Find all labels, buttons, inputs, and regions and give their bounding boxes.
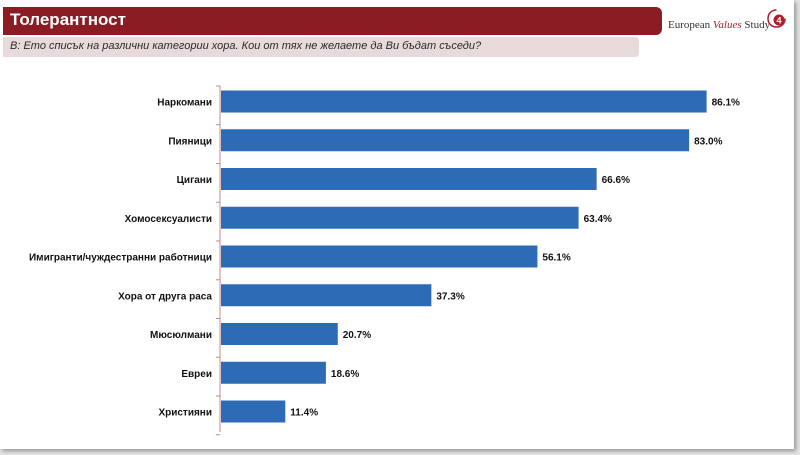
category-label: Имигранти/чуждестранни работници (29, 252, 212, 264)
brand-logo: European Values Study 4 (668, 9, 788, 35)
data-label: 86.1% (712, 98, 740, 109)
page-title: Толерантност (10, 10, 126, 29)
data-label: 56.1% (542, 253, 570, 264)
category-label: Пияници (168, 136, 212, 147)
question-text: В: Ето списък на различни категории хора… (10, 40, 482, 52)
brand-logo-number: 4 (776, 16, 781, 26)
bar (221, 206, 579, 229)
data-label: 37.3% (436, 291, 464, 302)
bar (221, 284, 432, 307)
data-label: 66.6% (602, 175, 630, 186)
category-label: Християни (158, 408, 212, 419)
bar (221, 245, 538, 268)
category-label: Хора от друга раса (118, 291, 212, 302)
category-label: Хомосексуалисти (125, 214, 212, 225)
data-label: 11.4% (290, 408, 318, 419)
brand-text: European Values Study (668, 19, 770, 31)
slide: Толерантност European Values Study 4 В: … (0, 0, 794, 449)
data-label: 20.7% (343, 330, 371, 341)
data-label: 83.0% (694, 136, 722, 147)
brand-prefix: European (668, 19, 713, 31)
category-label: Евреи (181, 369, 212, 380)
bar (221, 168, 597, 190)
data-label: 18.6% (331, 369, 359, 380)
bar (221, 323, 338, 345)
category-label: Цигани (177, 175, 212, 186)
data-label: 63.4% (584, 214, 612, 225)
category-label: Наркомани (157, 98, 212, 109)
bar (221, 400, 286, 423)
category-label: Мюсюлмани (150, 330, 212, 341)
bar (221, 361, 326, 384)
evs-emblem-icon: 4 (767, 9, 786, 28)
title-bar: Толерантност (3, 7, 662, 35)
bar (221, 90, 707, 113)
brand-suffix: Study (741, 19, 771, 31)
brand-accent: Values (712, 19, 742, 31)
bar (221, 129, 690, 152)
question-bar: В: Ето списък на различни категории хора… (3, 37, 639, 57)
bar-chart: Наркомани 86.1% Пияници 83.0% Цигани 66.6% Хом… (29, 85, 740, 436)
